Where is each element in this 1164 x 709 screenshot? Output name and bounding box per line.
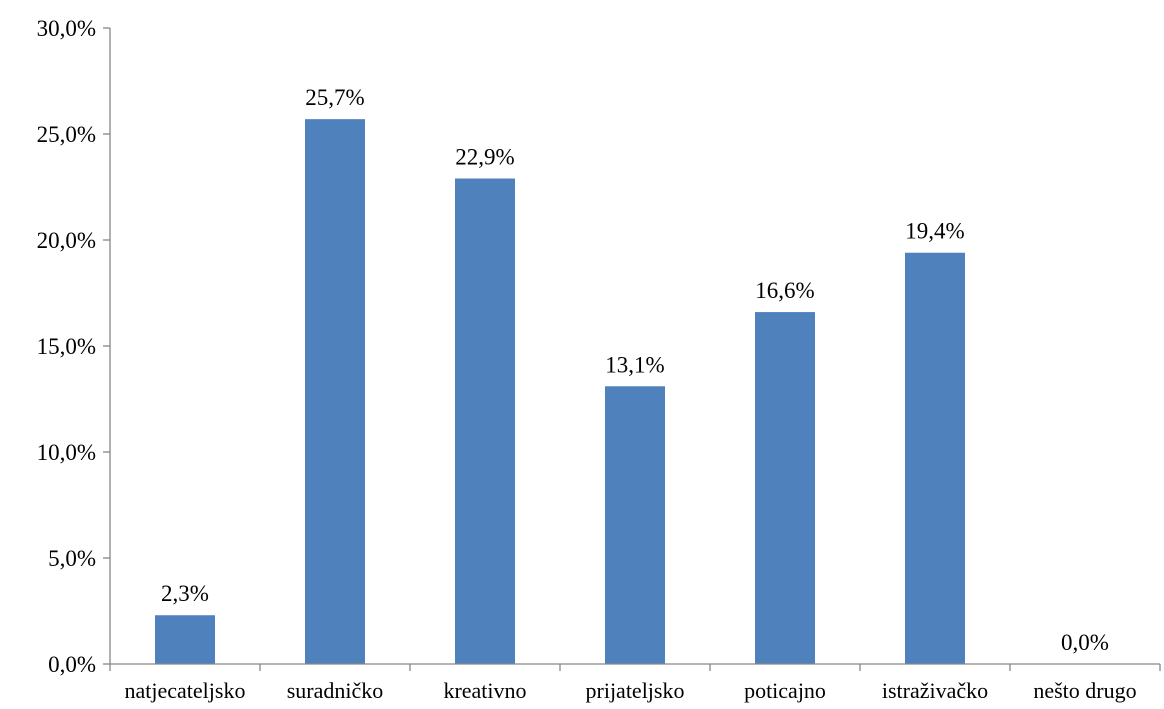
bar: [905, 252, 965, 664]
y-tick-label: 25,0%: [37, 122, 96, 147]
bar: [755, 312, 815, 664]
data-label: 2,3%: [161, 581, 209, 606]
data-label: 0,0%: [1061, 630, 1109, 655]
y-tick-label: 15,0%: [37, 334, 96, 359]
bar: [305, 119, 365, 664]
data-label: 13,1%: [605, 352, 664, 377]
category-label: prijateljsko: [586, 678, 685, 703]
data-label: 19,4%: [905, 219, 964, 244]
data-label: 16,6%: [755, 278, 814, 303]
y-tick-label: 10,0%: [37, 440, 96, 465]
y-axis-tick-labels: 0,0% 5,0% 10,0% 15,0% 20,0% 25,0% 30,0%: [37, 16, 96, 677]
y-tick-label: 20,0%: [37, 228, 96, 253]
category-label: kreativno: [443, 678, 526, 703]
bar: [605, 386, 665, 664]
y-tick-label: 5,0%: [48, 546, 96, 571]
y-axis-ticks: [103, 27, 110, 665]
category-label: natjecateljsko: [125, 678, 246, 703]
y-tick-label: 0,0%: [48, 652, 96, 677]
bar: [155, 615, 215, 664]
category-labels: natjecateljsko suradničko kreativno prijate…: [125, 678, 1137, 703]
bars: [155, 119, 965, 664]
category-label: nešto drugo: [1033, 678, 1136, 703]
data-labels: 2,3% 25,7% 22,9% 13,1% 16,6% 19,4% 0,0%: [161, 85, 1109, 655]
category-label: poticajno: [744, 678, 826, 703]
category-label: suradničko: [287, 678, 384, 703]
data-label: 22,9%: [455, 145, 514, 170]
x-axis-ticks: [109, 664, 1161, 671]
bar: [455, 178, 515, 664]
data-label: 25,7%: [305, 85, 364, 110]
category-label: istraživačko: [882, 678, 988, 703]
y-tick-label: 30,0%: [37, 16, 96, 41]
